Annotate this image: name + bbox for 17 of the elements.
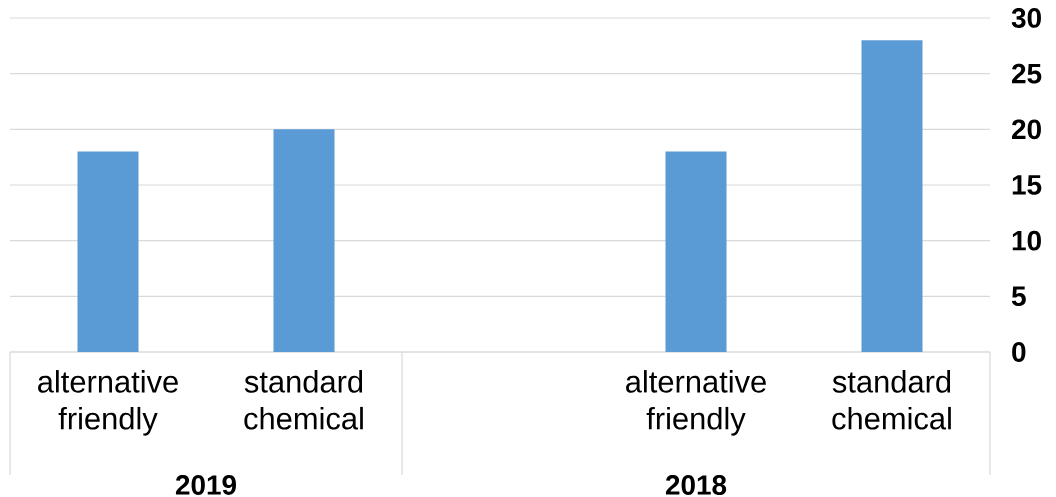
y-tick-label: 15 (1012, 175, 1042, 195)
x-tick-label: alternative friendly (38, 370, 178, 436)
x-tick-label: standard chemical (244, 370, 363, 430)
text: 2019 (175, 475, 236, 495)
x-tick-label: standard chemical (832, 370, 951, 430)
x-tick-label: alternative friendly (626, 370, 766, 436)
y-tick-label: 10 (1012, 230, 1041, 251)
y-tick-label: 0 (1012, 342, 1026, 362)
y-tick-label: 5 (1011, 286, 1026, 307)
bar (273, 129, 335, 352)
bar (861, 40, 923, 352)
y-tick-label: 30 (1011, 8, 1041, 28)
bar (665, 151, 727, 352)
text: 2018 (665, 475, 727, 495)
y-tick-label: 25 (1012, 63, 1042, 84)
bar (77, 151, 139, 352)
y-tick-label: 20 (1012, 119, 1041, 140)
